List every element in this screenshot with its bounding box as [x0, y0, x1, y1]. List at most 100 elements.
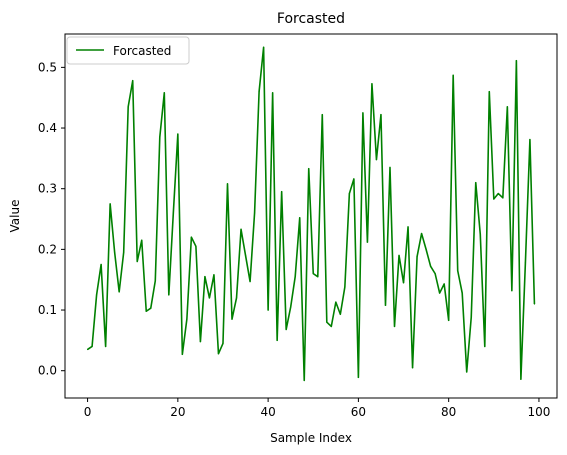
y-axis: 0.0 0.1 0.2 0.3 0.4 0.5: [38, 60, 65, 378]
data-point: [425, 248, 427, 250]
legend-box: [66, 36, 190, 65]
y-tick-label: 0.4: [38, 121, 57, 135]
data-point: [439, 292, 441, 294]
data-point: [335, 301, 337, 303]
x-axis: 0 20 40 60 80 100: [84, 398, 550, 419]
chart-title: Forcasted: [277, 11, 345, 27]
data-point: [339, 313, 341, 315]
data-point: [123, 251, 125, 253]
data-point: [366, 241, 369, 243]
data-point: [393, 325, 396, 328]
data-point: [163, 92, 165, 94]
data-point: [217, 353, 220, 355]
data-point: [272, 92, 274, 94]
data-point: [263, 46, 265, 48]
data-point: [520, 378, 522, 380]
data-point: [411, 367, 414, 369]
data-point: [529, 138, 531, 141]
data-point: [362, 112, 364, 114]
data-point: [470, 316, 472, 318]
data-point: [389, 166, 391, 169]
data-point: [276, 339, 278, 341]
data-point: [208, 297, 211, 299]
data-point: [398, 254, 400, 257]
data-point: [199, 340, 202, 343]
data-point: [479, 233, 481, 235]
data-point: [141, 239, 143, 241]
data-point: [448, 319, 450, 321]
data-point: [86, 348, 89, 351]
data-point: [330, 325, 332, 328]
plot-area: [64, 33, 558, 399]
data-point: [100, 263, 102, 266]
data-point: [159, 136, 161, 138]
data-point: [132, 80, 134, 82]
data-point: [136, 260, 138, 263]
x-tick-label: 60: [351, 405, 366, 419]
data-points: [86, 46, 536, 382]
data-point: [511, 290, 513, 292]
data-point: [109, 203, 111, 205]
data-point: [303, 379, 305, 382]
data-point: [290, 306, 292, 308]
data-point: [299, 217, 301, 219]
data-point: [348, 192, 350, 195]
data-point: [95, 294, 98, 296]
data-point: [240, 228, 242, 230]
data-point: [118, 291, 120, 293]
data-point: [226, 183, 229, 185]
data-point: [533, 303, 536, 305]
data-point: [267, 309, 269, 311]
legend-label-forcasted: Forcasted: [113, 44, 171, 58]
y-tick-label: 0.2: [38, 242, 57, 256]
data-point: [154, 280, 156, 282]
x-tick-label: 20: [170, 405, 185, 419]
series-line-forcasted: [87, 46, 536, 382]
data-point: [177, 133, 179, 135]
data-point: [506, 106, 508, 108]
data-point: [114, 251, 116, 253]
data-point: [249, 280, 251, 283]
data-point: [181, 353, 183, 355]
y-tick-label: 0.1: [38, 303, 57, 317]
data-point: [375, 158, 378, 161]
data-point: [475, 182, 477, 184]
x-axis-label: Sample Index: [270, 431, 352, 445]
data-point: [222, 342, 224, 344]
data-point: [253, 212, 256, 214]
data-point: [457, 270, 459, 272]
data-point: [168, 294, 170, 296]
data-point: [461, 292, 463, 294]
data-point: [91, 345, 93, 348]
x-tick-label: 40: [260, 405, 275, 419]
data-point: [308, 168, 310, 170]
data-point: [127, 106, 129, 108]
data-point: [294, 276, 296, 278]
data-point: [384, 304, 387, 306]
data-point: [502, 197, 504, 199]
y-tick-label: 0.0: [38, 364, 57, 378]
data-point: [344, 286, 346, 288]
data-point: [416, 256, 418, 258]
y-tick-label: 0.3: [38, 182, 57, 196]
data-point: [371, 83, 373, 85]
data-point: [285, 328, 287, 331]
data-point: [452, 74, 454, 76]
data-point: [150, 307, 152, 309]
data-point: [321, 114, 323, 116]
data-point: [105, 345, 107, 348]
data-point: [380, 114, 382, 116]
data-point: [317, 276, 319, 278]
data-point: [281, 191, 283, 193]
data-point: [357, 376, 359, 378]
data-point: [515, 60, 517, 62]
data-point: [195, 245, 197, 247]
data-point: [172, 212, 174, 214]
data-point: [312, 273, 314, 275]
data-point: [244, 254, 247, 257]
data-point: [231, 318, 233, 320]
data-point: [420, 232, 423, 235]
data-point: [484, 345, 486, 348]
x-tick-label: 100: [527, 405, 550, 419]
